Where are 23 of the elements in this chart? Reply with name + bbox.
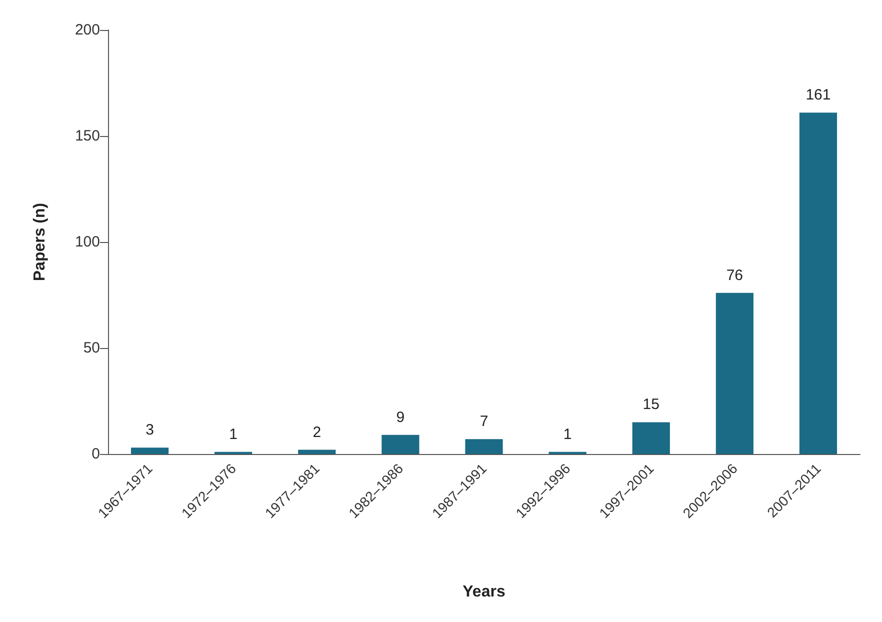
data-label: 161 bbox=[806, 86, 831, 104]
data-label: 1 bbox=[229, 426, 238, 443]
data-label: 76 bbox=[726, 266, 744, 284]
bar bbox=[716, 292, 754, 454]
data-label: 15 bbox=[642, 396, 660, 414]
bar bbox=[382, 434, 420, 454]
data-label: 2 bbox=[312, 424, 322, 441]
bar bbox=[799, 112, 838, 454]
data-label: 1 bbox=[563, 426, 572, 443]
bar bbox=[298, 450, 336, 454]
data-label: 9 bbox=[396, 408, 405, 426]
y-axis-title: Papers (n) bbox=[32, 202, 48, 282]
y-tick-label: 0 bbox=[92, 446, 100, 462]
bar bbox=[632, 422, 670, 454]
data-label: 3 bbox=[146, 422, 154, 439]
y-tick-label: 100 bbox=[74, 234, 100, 250]
data-label: 7 bbox=[480, 413, 488, 430]
y-tick-label: 150 bbox=[74, 128, 100, 144]
bar bbox=[465, 439, 503, 454]
x-axis-title: Years bbox=[462, 584, 506, 600]
y-tick-label: 50 bbox=[83, 340, 100, 356]
bar bbox=[130, 448, 169, 454]
y-tick-label: 200 bbox=[74, 22, 100, 38]
